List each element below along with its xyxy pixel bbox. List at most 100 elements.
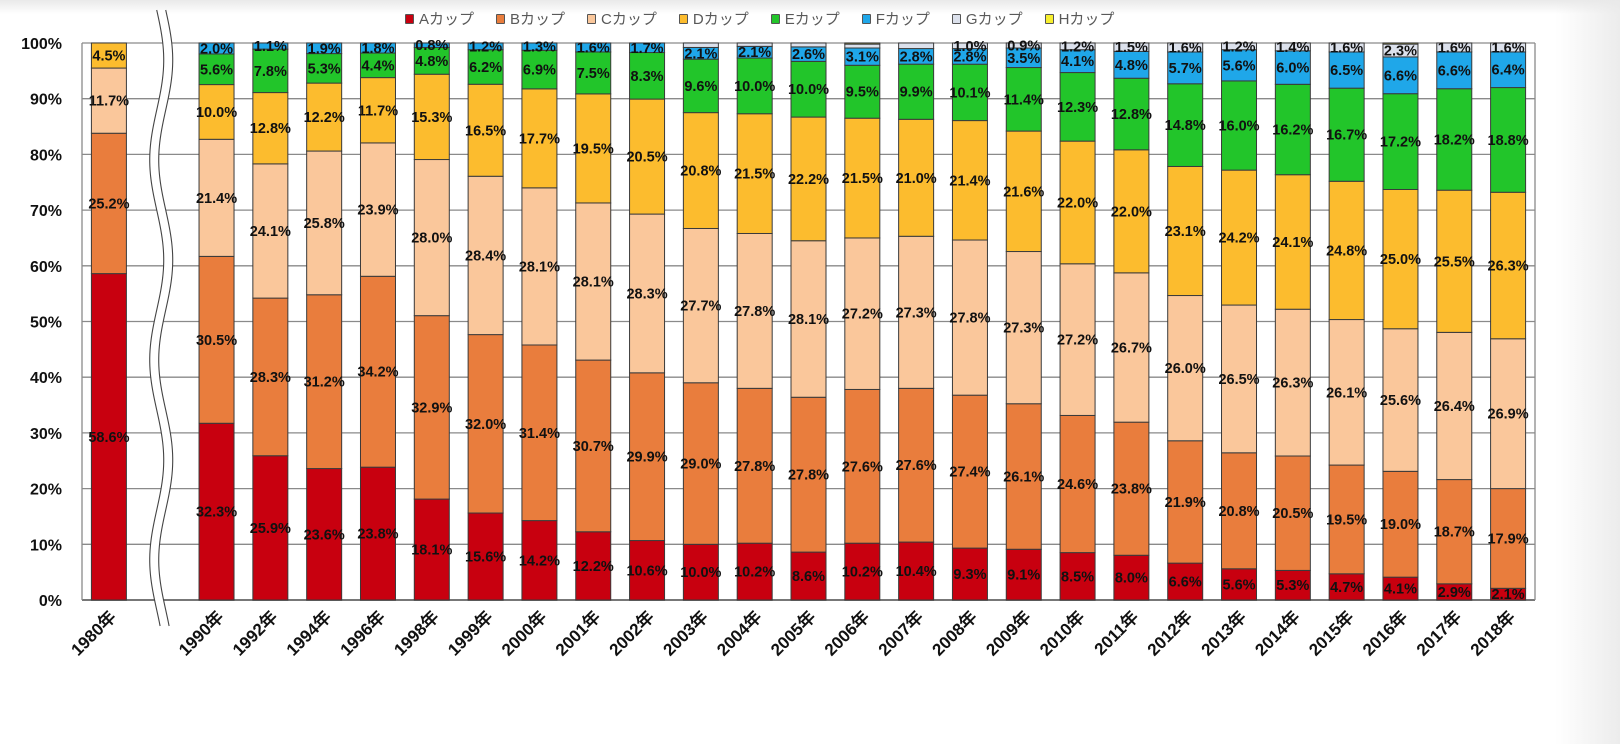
data-label: 27.2% <box>1057 333 1098 349</box>
bar-segment <box>1382 42 1419 45</box>
data-label: 58.6% <box>88 430 129 446</box>
y-tick-label: 0% <box>39 593 62 610</box>
data-label: 29.9% <box>626 450 667 466</box>
data-label: 1.6% <box>1330 40 1363 56</box>
data-label: 11.4% <box>1004 92 1044 108</box>
bar-segment <box>898 42 935 50</box>
data-label: 23.8% <box>1111 482 1152 498</box>
x-tick-label: 2009年 <box>982 607 1035 660</box>
data-label: 31.4% <box>519 426 560 442</box>
bar-segment <box>629 540 666 601</box>
legend-label-d: Dカップ <box>692 11 749 28</box>
data-label: 8.5% <box>1061 569 1094 585</box>
bar-segment <box>1059 263 1096 416</box>
y-tick-label: 90% <box>30 92 62 109</box>
data-label: 24.2% <box>1218 231 1259 247</box>
data-label: 3.5% <box>1007 51 1040 67</box>
data-label: 4.8% <box>415 54 448 70</box>
x-tick-label: 1994年 <box>282 607 335 660</box>
data-label: 26.9% <box>1488 407 1529 423</box>
bar-segment <box>790 60 827 118</box>
bar-segment <box>90 42 127 69</box>
data-label: 18.1% <box>411 543 452 559</box>
data-label: 1.9% <box>308 41 341 57</box>
bar-segment <box>898 118 935 237</box>
legend-label-f: Fカップ <box>875 11 930 28</box>
data-label: 18.8% <box>1488 133 1529 149</box>
data-label: 0.8% <box>415 38 448 54</box>
data-label: 28.0% <box>411 231 452 247</box>
bar-segment <box>252 163 289 299</box>
x-tick-label: 2002年 <box>605 607 658 660</box>
bar-segment <box>521 49 558 90</box>
legend-item-a: Aカップ <box>405 8 474 29</box>
bar-segment <box>951 547 988 601</box>
x-tick-label: 2016年 <box>1358 607 1411 660</box>
data-label: 4.1% <box>1384 582 1417 598</box>
data-label: 14.8% <box>1165 118 1206 134</box>
data-label: 9.3% <box>953 567 986 583</box>
data-label: 27.8% <box>734 459 775 475</box>
bar-segment <box>1436 331 1473 481</box>
axis-break-fill <box>149 10 173 626</box>
y-tick-label: 100% <box>21 36 62 53</box>
y-axis: 0% 10% 20% 30% 40% 50% 60% 70% 80% 90% 100% <box>21 36 62 610</box>
legend-label-c: Cカップ <box>601 11 657 28</box>
data-label: 2.3% <box>1384 44 1417 60</box>
legend-label-b: Bカップ <box>510 11 566 28</box>
data-label: 12.2% <box>573 559 614 575</box>
x-tick-label: 2014年 <box>1251 607 1304 660</box>
data-label: 22.0% <box>1057 195 1098 211</box>
bar-segment <box>682 543 719 601</box>
data-label: 16.5% <box>465 123 506 139</box>
data-label: 9.9% <box>900 85 933 101</box>
data-label: 1.2% <box>469 39 502 55</box>
bar-segment <box>790 396 827 553</box>
bar-segment <box>90 132 127 275</box>
data-label: 10.0% <box>734 79 775 95</box>
data-label: 26.1% <box>1326 385 1367 401</box>
bar-segment <box>844 237 881 390</box>
bar-segment <box>1167 83 1204 167</box>
bar-segment <box>1490 42 1527 53</box>
data-label: 27.6% <box>896 458 937 474</box>
bar-segment <box>629 98 666 215</box>
x-axis: 1980年 1990年 1992年 1994年 1996年 1998年 1999年 2000年… <box>67 607 1519 660</box>
legend-swatch-e <box>770 13 780 24</box>
bar-segment <box>306 468 343 601</box>
bar-segment <box>844 42 881 45</box>
bar-segment <box>682 112 719 229</box>
x-tick-label: 2015年 <box>1305 607 1358 660</box>
legend-item-b: Bカップ <box>496 8 565 29</box>
bar-segment <box>1167 42 1204 53</box>
data-label: 25.9% <box>250 521 291 537</box>
bar-segment <box>736 57 773 115</box>
data-label: 17.2% <box>1380 135 1421 151</box>
data-label: 27.4% <box>949 465 990 481</box>
bar-segment <box>1221 49 1258 82</box>
data-label: 25.0% <box>1380 252 1421 268</box>
data-label: 10.4% <box>896 564 937 580</box>
data-label: 21.4% <box>196 191 237 207</box>
legend-swatch-c <box>587 13 597 24</box>
legend: Aカップ Bカップ Cカップ Dカップ Eカップ Fカップ Gカップ Hカップ <box>405 8 1136 29</box>
x-tick-label: 1998年 <box>390 607 443 660</box>
data-label: 21.5% <box>842 171 883 187</box>
bar-segment <box>198 422 235 601</box>
x-tick-label: 2007年 <box>874 607 927 660</box>
legend-item-e: Eカップ <box>770 8 840 29</box>
data-label: 6.4% <box>1492 63 1525 79</box>
bar-segment <box>1274 174 1311 310</box>
data-label: 16.7% <box>1326 128 1367 144</box>
data-label: 2.6% <box>792 47 825 63</box>
bar-segment <box>1490 488 1527 589</box>
data-label: 11.7% <box>358 103 398 119</box>
bar-segment <box>790 240 827 398</box>
data-label: 26.3% <box>1272 376 1313 392</box>
data-label: 1.1% <box>254 39 287 55</box>
bar-segment <box>198 53 235 86</box>
data-label: 4.4% <box>361 58 394 74</box>
bar-segment <box>1490 338 1527 490</box>
bar-segment <box>413 42 450 48</box>
data-label: 21.9% <box>1165 495 1206 511</box>
